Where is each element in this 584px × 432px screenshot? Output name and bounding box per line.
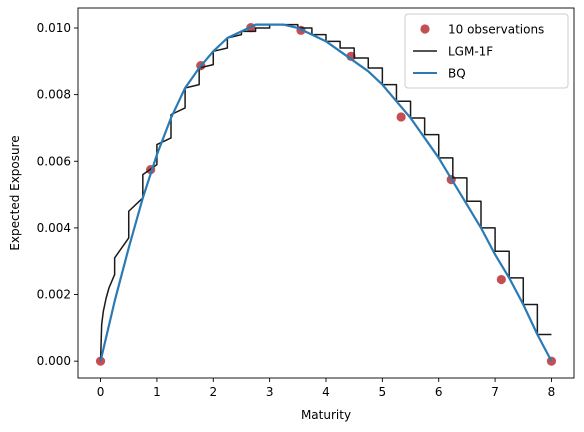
- y-tick-label: 0.000: [37, 354, 71, 368]
- legend-marker: [420, 24, 430, 34]
- y-tick-label: 0.006: [37, 154, 71, 168]
- legend-entry-label: LGM-1F: [448, 45, 493, 59]
- x-tick-label: 0: [97, 385, 105, 399]
- series-group: [95, 23, 557, 366]
- y-tick-label: 0.004: [37, 221, 71, 235]
- x-axis-label: Maturity: [301, 408, 351, 422]
- legend-entry-label: 10 observations: [448, 23, 544, 37]
- y-tick-label: 0.008: [37, 88, 71, 102]
- x-tick-label: 1: [153, 385, 161, 399]
- x-tick-label: 4: [322, 385, 330, 399]
- legend: 10 observations LGM-1F BQ: [404, 13, 569, 89]
- x-tick-label: 7: [491, 385, 499, 399]
- series-line-bq: [99, 23, 553, 362]
- y-tick-label: 0.002: [37, 288, 71, 302]
- data-point: [95, 356, 106, 366]
- x-tick-label: 2: [209, 385, 217, 399]
- data-point: [546, 356, 557, 366]
- data-point: [396, 112, 406, 122]
- legend-box: [404, 13, 569, 89]
- data-point: [496, 274, 506, 285]
- series-line-lgm-1f: [99, 23, 552, 362]
- x-tick-label: 8: [548, 385, 556, 399]
- plot-area: [95, 23, 557, 366]
- y-axis-label: Expected Exposure: [8, 135, 22, 250]
- x-tick-label: 6: [435, 385, 443, 399]
- y-tick-label: 0.010: [37, 21, 71, 35]
- axis-ticks: 0 1 2 3 4 5 6 7 8 0.000 0.002 0.004 0.006 0.008 0.010: [37, 21, 556, 399]
- legend-entry-label: BQ: [448, 67, 466, 81]
- x-tick-label: 3: [266, 385, 274, 399]
- x-tick-label: 5: [379, 385, 387, 399]
